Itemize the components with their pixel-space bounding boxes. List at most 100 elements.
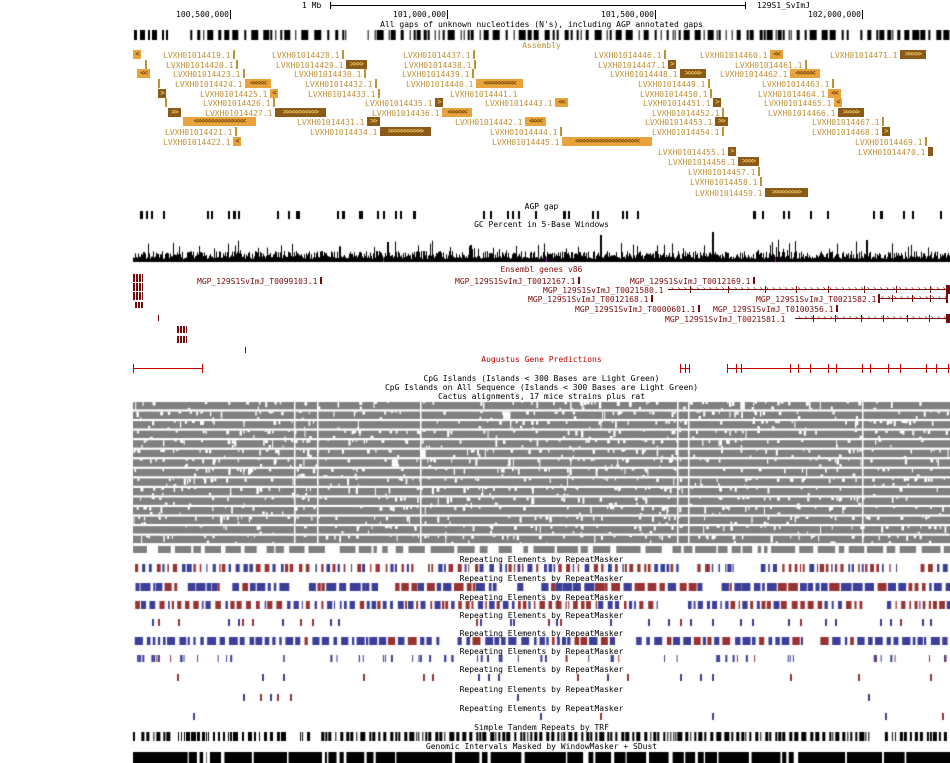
assembly-contig-label[interactable]: LVXH01014464.1 [758,90,826,99]
assembly-strand-box[interactable]: <<<< [525,117,546,126]
assembly-strand-box[interactable]: >>>>>>>>>>> [275,108,326,117]
assembly-contig-label[interactable]: LVXH01014423.1 [173,70,241,79]
ensembl-transcript-label[interactable]: MGP_129S1SvImJ_T0012167.1 [455,277,576,286]
assembly-end-bar[interactable] [378,89,380,98]
assembly-contig-label[interactable]: LVXH01014457.1 [688,168,756,177]
assembly-strand-box[interactable]: << [828,89,841,98]
ensembl-feature-tick[interactable] [651,295,653,302]
assembly-end-bar[interactable] [760,177,762,186]
assembly-contig-label[interactable]: LVXH01014453.1 [645,118,713,127]
assembly-contig-label[interactable]: LVXH01014468.1 [812,128,880,137]
assembly-end-bar[interactable] [236,60,238,69]
assembly-contig-label[interactable]: LVXH01014442.1 [455,118,523,127]
assembly-strand-box[interactable]: >>>>> [900,50,926,59]
ensembl-transcript-label[interactable]: MGP_129S1SvImJ_T0012168.1 [528,295,649,304]
cpg-islands-track-title[interactable]: CpG Islands (Islands < 300 Bases are Lig… [423,374,660,383]
assembly-contig-label[interactable]: LVXH01014432.1 [305,80,373,89]
assembly-end-bar[interactable] [273,98,275,107]
agp-gap-track-title[interactable]: AGP gap [524,202,559,211]
assembly-contig-label[interactable]: LVXH01014470.1 [858,148,926,157]
assembly-contig-label[interactable]: LVXH01014471.1 [830,51,898,60]
assembly-end-bar[interactable] [722,127,724,136]
assembly-contig-label[interactable]: LVXH01014429.1 [276,61,344,70]
assembly-contig-label[interactable]: LVXH01014448.1 [610,70,678,79]
ensembl-track-title[interactable]: Ensembl genes v86 [500,265,583,274]
assembly-contig-label[interactable]: LVXH01014449.1 [638,80,706,89]
assembly-end-bar[interactable] [233,50,235,59]
augustus-gene-model[interactable] [133,364,203,373]
assembly-contig-label[interactable]: LVXH01014460.1 [700,51,768,60]
assembly-strand-box[interactable]: >> [367,117,380,126]
assembly-contig-label[interactable]: LVXH01014434.1 [310,128,378,137]
assembly-contig-label[interactable]: LVXH01014421.1 [165,128,233,137]
assembly-strand-box[interactable]: >>>> [346,60,367,69]
ensembl-feature-tick[interactable] [578,277,580,284]
ensembl-transcript-label[interactable]: MGP_129S1SvImJ_T0099103.1 [197,277,318,286]
repeatmasker-track-title-9[interactable]: Repeating Elements by RepeatMasker [459,704,624,713]
assembly-end-bar[interactable] [832,79,834,88]
ensembl-gene-model[interactable]: ››››››››››››››››››››››››››››››››››››››››… [668,285,950,294]
assembly-end-bar[interactable] [474,60,476,69]
assembly-contig-label[interactable]: LVXH01014443.1 [485,99,553,108]
assembly-contig-label[interactable]: LVXH01014419.1 [163,51,231,60]
assembly-contig-label[interactable]: LVXH01014463.1 [762,80,830,89]
assembly-strand-box[interactable]: << [770,50,783,59]
cpg-islands-all-track-title[interactable]: CpG Islands on All Sequence (Islands < 3… [384,383,699,392]
repeatmasker-track-title-4[interactable]: Repeating Elements by RepeatMasker [459,611,624,620]
assembly-end-bar[interactable] [243,69,245,78]
assembly-contig-label[interactable]: LVXH01014462.1 [720,70,788,79]
assembly-end-bar[interactable] [473,50,475,59]
ensembl-feature-tick[interactable] [698,305,700,312]
assembly-track-title[interactable]: Assembly [522,41,561,50]
ensembl-transcript-label[interactable]: MGP_129S1SvImJ_T0012169.1 [630,277,751,286]
assembly-strand-box[interactable]: << [555,98,568,107]
assembly-contig-label[interactable]: LVXH01014452.1 [652,109,720,118]
assembly-strand-box[interactable]: <<<<<<<<<<<<<<<<<<<< [562,137,652,146]
assembly-contig-label[interactable]: LVXH01014426.1 [203,99,271,108]
assembly-contig-label[interactable]: LVXH01014445.1 [492,138,560,147]
assembly-end-bar[interactable] [342,50,344,59]
cactus-track-title[interactable]: Cactus alignments, 17 mice strains plus … [437,392,646,401]
repeatmasker-track-title-7[interactable]: Repeating Elements by RepeatMasker [459,665,624,674]
repeatmasker-track-title-8[interactable]: Repeating Elements by RepeatMasker [459,685,624,694]
assembly-end-bar[interactable] [925,137,927,146]
trf-track-title[interactable]: Simple Tandem Repeats by TRF [474,723,609,732]
assembly-contig-label[interactable]: LVXH01014438.1 [404,61,472,70]
assembly-contig-label[interactable]: LVXH01014455.1 [658,148,726,157]
assembly-end-bar[interactable] [882,117,884,126]
assembly-contig-label[interactable]: LVXH01014427.1 [205,109,273,118]
gaps-track-title[interactable]: All gaps of unknown nucleotides (N's), i… [380,20,703,29]
ensembl-transcript-label[interactable]: MGP_129S1SvImJ_T0021581.1 [665,315,786,324]
assembly-strand-box[interactable]: > [882,127,890,136]
assembly-strand-box[interactable]: < [233,137,241,146]
assembly-strand-box[interactable]: <<<<< [245,79,271,88]
assembly-strand-box[interactable]: >>>> [738,157,759,166]
assembly-contig-label[interactable]: LVXH01014422.1 [163,138,231,147]
assembly-end-bar[interactable] [710,89,712,98]
assembly-end-bar[interactable] [708,79,710,88]
repeatmasker-track-title-5[interactable]: Repeating Elements by RepeatMasker [459,629,624,638]
assembly-end-bar[interactable] [722,108,724,117]
assembly-strand-box[interactable]: < [834,98,842,107]
assembly-contig-label[interactable]: LVXH01014435.1 [365,99,433,108]
ensembl-gene-model[interactable]: ›››››››››››››››››››››››››› [795,314,950,323]
assembly-strand-box[interactable]: >> [715,117,728,126]
ensembl-transcript-label[interactable]: MGP_129S1SvImJ_T0000601.1 [575,305,696,314]
ensembl-feature-tick[interactable] [753,277,755,284]
assembly-solid-block[interactable] [928,147,933,156]
windowmasker-track-title[interactable]: Genomic Intervals Masked by WindowMasker… [425,742,658,751]
assembly-contig-label[interactable]: LVXH01014444.1 [490,128,558,137]
assembly-contig-label[interactable]: LVXH01014436.1 [372,109,440,118]
assembly-end-bar[interactable] [805,60,807,69]
ensembl-feature-tick[interactable] [836,305,838,312]
assembly-strand-box[interactable]: > [713,98,721,107]
assembly-strand-box[interactable]: <<<<<<<<<<<<<<<< [183,117,256,126]
assembly-contig-label[interactable]: LVXH01014433.1 [308,90,376,99]
ensembl-exon-glyph[interactable] [133,274,143,282]
assembly-contig-label[interactable]: LVXH01014446.1 [594,51,662,60]
repeatmasker-track-title-6[interactable]: Repeating Elements by RepeatMasker [459,647,624,656]
assembly-contig-label[interactable]: LVXH01014456.1 [668,158,736,167]
assembly-strand-box[interactable]: >> [168,108,181,117]
ensembl-feature-tick[interactable] [245,347,246,353]
repeatmasker-track-title-2[interactable]: Repeating Elements by RepeatMasker [459,574,624,583]
